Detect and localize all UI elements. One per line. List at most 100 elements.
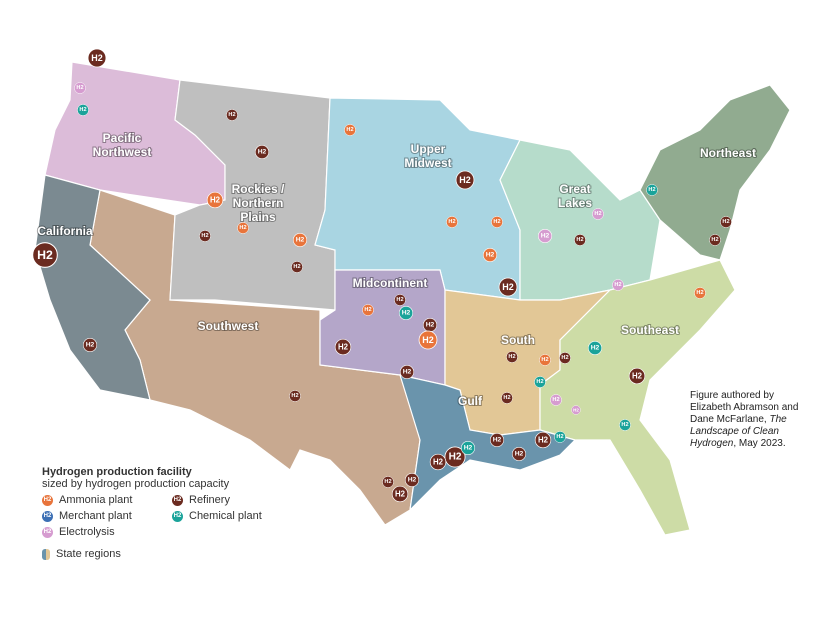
legend-subtitle: sized by hydrogen production capacity bbox=[42, 478, 230, 490]
marker-label: H2 bbox=[296, 237, 305, 244]
region-label: Lakes bbox=[558, 196, 592, 210]
region-label: Upper bbox=[411, 142, 446, 156]
region-label: South bbox=[501, 333, 535, 347]
marker-circle bbox=[534, 376, 546, 388]
facility-marker: H2 bbox=[511, 446, 527, 462]
legend-item: H2 Refinery bbox=[172, 494, 280, 506]
marker-circle bbox=[399, 364, 415, 380]
marker-label: H2 bbox=[403, 369, 412, 376]
region-label: Great bbox=[559, 182, 590, 196]
marker-label: H2 bbox=[576, 237, 583, 243]
marker-circle bbox=[292, 232, 308, 248]
marker-circle bbox=[199, 230, 211, 242]
facility-marker: H2 bbox=[404, 472, 420, 488]
marker-circle bbox=[694, 287, 706, 299]
marker-circle bbox=[491, 216, 503, 228]
marker-circle bbox=[404, 472, 420, 488]
region-label: Plains bbox=[240, 210, 276, 224]
facility-marker: H2 bbox=[394, 294, 406, 306]
marker-circle bbox=[291, 261, 303, 273]
marker-label: H2 bbox=[76, 85, 83, 91]
facility-marker: H2 bbox=[587, 340, 603, 356]
marker-circle bbox=[537, 228, 553, 244]
marker-label: H2 bbox=[541, 357, 548, 363]
legend-item: H2 Chemical plant bbox=[172, 510, 280, 522]
marker-circle bbox=[612, 279, 624, 291]
marker-label: H2 bbox=[91, 53, 102, 63]
facility-marker: H2 bbox=[709, 234, 721, 246]
marker-circle bbox=[534, 431, 552, 449]
facility-marker: H2 bbox=[619, 419, 631, 431]
facility-marker: H2 bbox=[199, 230, 211, 242]
facility-marker: H2 bbox=[398, 305, 414, 321]
marker-circle bbox=[391, 485, 409, 503]
credit-work: The Landscape of Clean Hydrogen bbox=[690, 414, 787, 449]
marker-circle bbox=[720, 216, 732, 228]
marker-circle bbox=[226, 109, 238, 121]
credit-authors: Figure authored by Elizabeth Abramson an… bbox=[690, 390, 799, 425]
legend-items: H2 Ammonia plant H2 Refinery H2 Merchant plan… bbox=[42, 494, 280, 538]
facility-marker: H2 bbox=[206, 191, 224, 209]
marker-label: H2 bbox=[621, 422, 628, 428]
marker-label: H2 bbox=[408, 477, 417, 484]
marker-label: H2 bbox=[648, 187, 655, 193]
marker-circle bbox=[455, 170, 475, 190]
marker-circle bbox=[709, 234, 721, 246]
legend-icon: H2 bbox=[172, 510, 183, 522]
marker-circle bbox=[418, 330, 438, 350]
marker-label: H2 bbox=[696, 290, 703, 296]
region bbox=[639, 84, 791, 261]
marker-label: H2 bbox=[449, 452, 462, 463]
marker-circle bbox=[32, 242, 58, 268]
facility-marker: H2 bbox=[482, 247, 498, 263]
region-label: Rockies / bbox=[232, 182, 285, 196]
marker-label: H2 bbox=[503, 395, 510, 401]
marker-label: H2 bbox=[552, 397, 559, 403]
marker-circle bbox=[394, 294, 406, 306]
marker-circle bbox=[587, 340, 603, 356]
facility-marker: H2 bbox=[391, 485, 409, 503]
marker-circle bbox=[501, 392, 513, 404]
marker-circle bbox=[446, 216, 458, 228]
facility-marker: H2 bbox=[628, 367, 646, 385]
facility-marker: H2 bbox=[574, 234, 586, 246]
regions-icon bbox=[42, 548, 50, 560]
marker-label: H2 bbox=[486, 252, 495, 259]
legend-label: Merchant plant bbox=[59, 510, 132, 522]
credit-date: , May 2023. bbox=[733, 438, 786, 449]
marker-label: H2 bbox=[556, 434, 563, 440]
facility-marker: H2 bbox=[418, 330, 438, 350]
facility-marker: H2 bbox=[571, 405, 581, 415]
facility-marker: H2 bbox=[399, 364, 415, 380]
facility-marker: H2 bbox=[334, 338, 352, 356]
legend-title: Hydrogen production facility bbox=[42, 466, 192, 478]
facility-marker: H2 bbox=[422, 317, 438, 333]
marker-label: H2 bbox=[632, 372, 643, 381]
legend-label: State regions bbox=[56, 548, 121, 560]
facility-marker: H2 bbox=[289, 390, 301, 402]
facility-marker: H2 bbox=[592, 208, 604, 220]
legend-item: H2 Ammonia plant bbox=[42, 494, 150, 506]
marker-label: H2 bbox=[541, 233, 550, 240]
facility-marker: H2 bbox=[87, 48, 107, 68]
marker-label: H2 bbox=[402, 310, 411, 317]
marker-label: H2 bbox=[79, 107, 86, 113]
facility-marker: H2 bbox=[498, 277, 518, 297]
facility-marker: H2 bbox=[455, 170, 475, 190]
facility-marker: H2 bbox=[74, 82, 86, 94]
marker-circle bbox=[460, 440, 476, 456]
region-label: California bbox=[37, 224, 93, 238]
legend-label: Chemical plant bbox=[189, 510, 262, 522]
region-label: Southwest bbox=[198, 319, 259, 333]
marker-label: H2 bbox=[396, 297, 403, 303]
facility-marker: H2 bbox=[534, 376, 546, 388]
marker-label: H2 bbox=[201, 233, 208, 239]
marker-circle bbox=[506, 351, 518, 363]
marker-circle bbox=[382, 476, 394, 488]
marker-label: H2 bbox=[422, 335, 433, 345]
facility-marker: H2 bbox=[32, 242, 58, 268]
marker-label: H2 bbox=[433, 458, 444, 467]
facility-marker: H2 bbox=[554, 431, 566, 443]
facility-marker: H2 bbox=[254, 144, 270, 160]
